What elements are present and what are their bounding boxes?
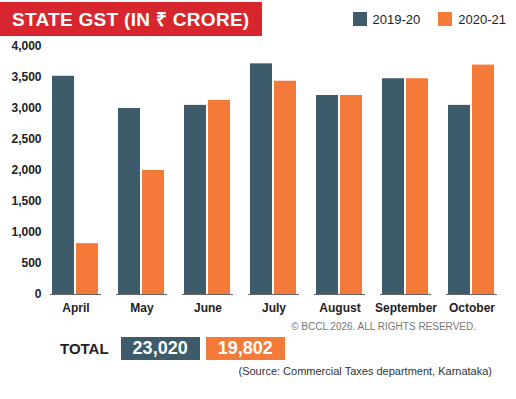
svg-text:May: May	[130, 301, 154, 315]
svg-text:September: September	[375, 301, 437, 315]
svg-text:500: 500	[21, 256, 41, 270]
svg-text:April: April	[62, 301, 89, 315]
svg-text:August: August	[319, 301, 360, 315]
html-text:(Source: Commercial Taxes depa: (Source: Commercial Taxes department, Ka…	[238, 365, 492, 377]
html-text:2019-20: 2019-20	[372, 11, 421, 27]
svg-text:1,500: 1,500	[11, 194, 41, 208]
html-text:TOTAL: TOTAL	[60, 339, 109, 357]
svg-text:4,000: 4,000	[11, 39, 41, 53]
svg-text:2,500: 2,500	[11, 132, 41, 146]
svg-text:3,000: 3,000	[11, 101, 41, 115]
html-text:STATE GST (IN ₹ CRORE): STATE GST (IN ₹ CRORE)	[12, 9, 250, 30]
svg-text:October: October	[449, 301, 495, 315]
svg-text:0: 0	[35, 287, 42, 301]
html-text:2020-21: 2020-21	[458, 11, 506, 27]
svg-text:June: June	[194, 301, 222, 315]
html-text:19,802: 19,802	[217, 337, 273, 358]
svg-text:1,000: 1,000	[11, 225, 41, 239]
html-text:23,020: 23,020	[132, 337, 188, 358]
html-text:© BCCL 2026. ALL RIGHTS RESERV: © BCCL 2026. ALL RIGHTS RESERVED.	[291, 321, 476, 332]
svg-text:3,500: 3,500	[11, 70, 41, 84]
svg-text:July: July	[262, 301, 286, 315]
svg-text:2,000: 2,000	[11, 163, 41, 177]
